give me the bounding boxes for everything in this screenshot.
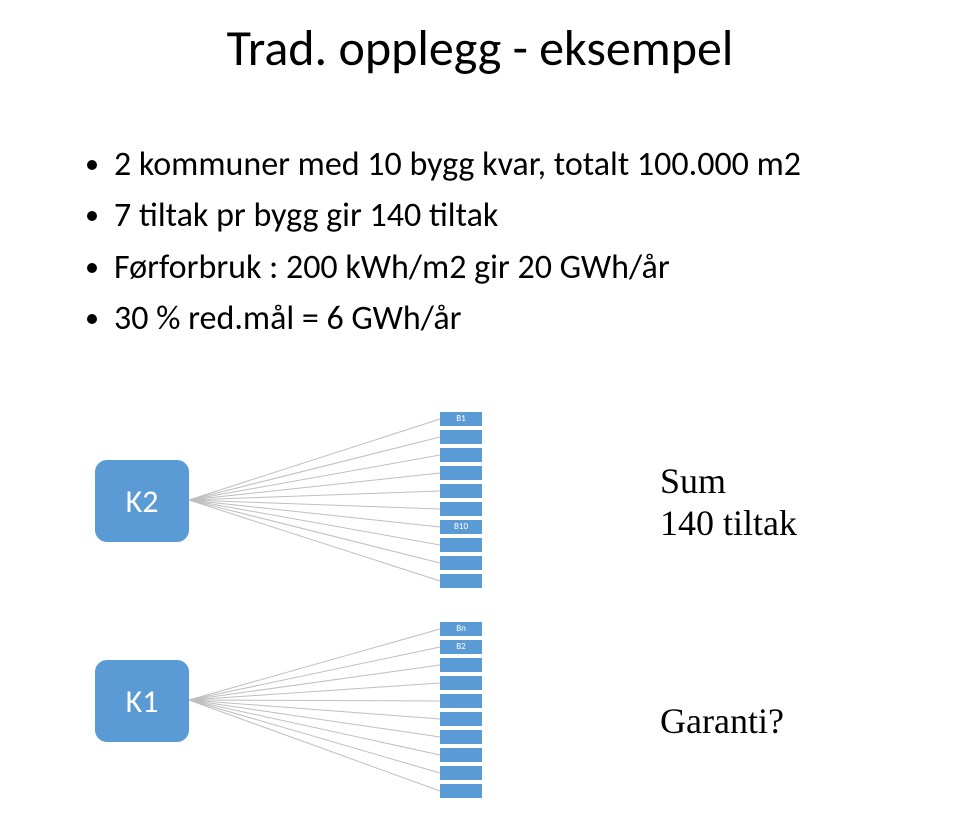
small-box xyxy=(440,466,482,480)
bullet-list: 2 kommuner med 10 bygg kvar, totalt 100.… xyxy=(80,140,900,345)
node-k2-label: K2 xyxy=(126,482,159,521)
slide: Trad. opplegg - eksempel 2 kommuner med … xyxy=(0,0,960,831)
bullet-item: 30 % red.mål = 6 GWh/år xyxy=(114,294,900,343)
small-box xyxy=(440,556,482,570)
sum-line1: Sum xyxy=(660,460,726,502)
diagram: K2 K1 B1 B10 Bn B2 Sum 140 tiltak Garanti? xyxy=(0,400,960,820)
small-box xyxy=(440,766,482,780)
small-box xyxy=(440,538,482,552)
small-box-label: B1 xyxy=(440,412,482,426)
small-box xyxy=(440,748,482,762)
small-box-label: Bn xyxy=(440,622,482,636)
bullet-item: Førforbruk : 200 kWh/m2 gir 20 GWh/år xyxy=(114,243,900,292)
garanti-text: Garanti? xyxy=(660,700,784,742)
small-box xyxy=(440,784,482,798)
small-box xyxy=(440,712,482,726)
node-k1-label: K1 xyxy=(126,682,159,721)
slide-title: Trad. opplegg - eksempel xyxy=(0,18,960,79)
small-box-label: B10 xyxy=(440,520,482,534)
sum-line2: 140 tiltak xyxy=(660,502,797,544)
small-box xyxy=(440,484,482,498)
small-box-label: B2 xyxy=(440,640,482,654)
bullet-item: 2 kommuner med 10 bygg kvar, totalt 100.… xyxy=(114,140,900,189)
small-box xyxy=(440,448,482,462)
node-k2: K2 xyxy=(95,460,189,542)
small-box xyxy=(440,430,482,444)
small-box xyxy=(440,694,482,708)
small-box xyxy=(440,658,482,672)
small-box xyxy=(440,730,482,744)
bullet-item: 7 tiltak pr bygg gir 140 tiltak xyxy=(114,191,900,240)
small-box xyxy=(440,502,482,516)
small-box xyxy=(440,574,482,588)
node-k1: K1 xyxy=(95,660,189,742)
small-box xyxy=(440,676,482,690)
